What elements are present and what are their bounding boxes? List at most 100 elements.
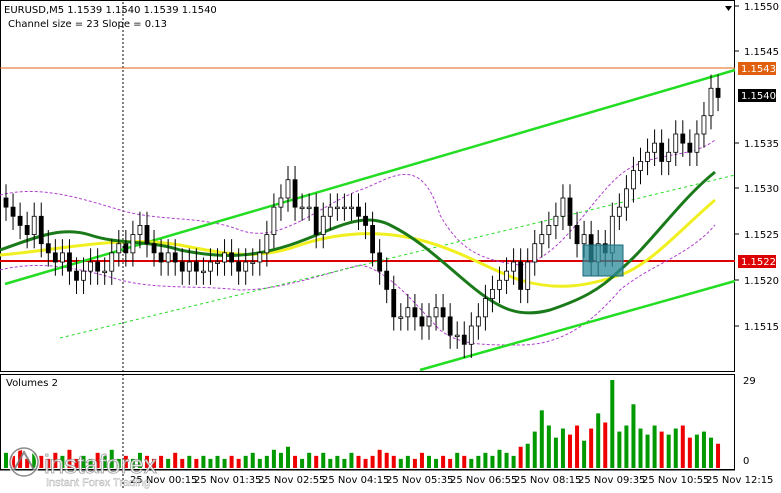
volume-bar bbox=[546, 425, 551, 468]
volume-bar bbox=[434, 458, 439, 468]
candle-body bbox=[31, 215, 37, 235]
volume-bar bbox=[109, 449, 114, 468]
candle-body bbox=[165, 252, 171, 263]
candle-body bbox=[313, 206, 319, 235]
badge-resistance: 1.1543 bbox=[738, 62, 776, 75]
entry-zone-box[interactable] bbox=[582, 244, 624, 277]
volume-scale-bottom: 0 bbox=[743, 456, 749, 467]
candle-body bbox=[264, 234, 270, 254]
candle-body bbox=[45, 243, 51, 254]
price-label: 1.1525 bbox=[744, 230, 779, 241]
candle-body bbox=[215, 261, 220, 264]
candle-body bbox=[3, 197, 9, 208]
candle-body bbox=[419, 316, 425, 327]
candle-body bbox=[567, 197, 573, 226]
candle-body bbox=[370, 225, 376, 254]
volume-bar bbox=[504, 452, 509, 468]
volume-bar bbox=[575, 425, 580, 468]
volume-bar bbox=[617, 431, 622, 468]
candle-body bbox=[334, 206, 340, 210]
candle-body bbox=[102, 270, 108, 274]
volume-bar bbox=[159, 455, 164, 468]
candle-body bbox=[356, 206, 361, 217]
candle-body bbox=[461, 334, 467, 345]
volume-bar bbox=[603, 422, 608, 468]
volume-bar bbox=[398, 458, 403, 468]
volume-bar bbox=[102, 455, 107, 468]
candle-body bbox=[229, 252, 235, 263]
volume-bar bbox=[377, 449, 382, 468]
candle-body bbox=[10, 206, 16, 217]
volume-bar bbox=[673, 428, 678, 468]
volume-bar bbox=[596, 413, 601, 468]
price-label: 1.1530 bbox=[744, 184, 779, 195]
candle-body bbox=[539, 234, 545, 245]
candle-body bbox=[659, 142, 665, 162]
price-label: 1.1520 bbox=[744, 276, 779, 287]
svg-text:1.1540: 1.1540 bbox=[741, 91, 776, 102]
candle-body bbox=[327, 206, 333, 217]
channel-middle-line bbox=[59, 174, 736, 339]
badge-current-price: 1.1540 bbox=[738, 89, 776, 102]
upper-envelope bbox=[0, 139, 716, 266]
volume-bar bbox=[363, 458, 368, 468]
channel-lower-line[interactable] bbox=[419, 279, 736, 372]
watermark-tagline: Instant Forex Trading bbox=[46, 477, 150, 489]
candle-body bbox=[200, 270, 206, 274]
volume-bar bbox=[391, 455, 396, 468]
volume-bar bbox=[349, 452, 354, 468]
volume-bar bbox=[74, 458, 79, 468]
volume-bar bbox=[666, 434, 671, 468]
time-label: 25 Nov 08:15 bbox=[514, 475, 581, 486]
volume-bar bbox=[539, 410, 544, 468]
time-label: 25 Nov 00:15 bbox=[130, 475, 197, 486]
candle-body bbox=[74, 270, 79, 281]
dropdown-arrow-icon[interactable] bbox=[725, 6, 732, 11]
time-label: 25 Nov 02:55 bbox=[258, 475, 325, 486]
candle-body bbox=[363, 215, 368, 226]
candle-body bbox=[320, 215, 326, 235]
candle-body bbox=[88, 261, 93, 272]
volume-bar bbox=[525, 443, 530, 468]
candle-body bbox=[553, 215, 559, 226]
price-label: 1.1515 bbox=[744, 322, 779, 333]
volume-bar bbox=[4, 452, 8, 468]
volume-bar bbox=[384, 452, 389, 468]
candle-body bbox=[250, 261, 256, 264]
candle-body bbox=[560, 197, 566, 217]
volume-bar bbox=[335, 455, 340, 468]
candle-body bbox=[208, 261, 213, 272]
instaforex-logo: instaforex Instant Forex Trading bbox=[8, 446, 157, 489]
time-label: 25 Nov 09:35 bbox=[578, 475, 645, 486]
volume-bar bbox=[194, 458, 199, 468]
volume-bar bbox=[568, 434, 572, 468]
candle-body bbox=[631, 170, 636, 190]
candle-body bbox=[454, 334, 460, 338]
candle-body bbox=[490, 289, 495, 299]
candle-body bbox=[67, 252, 72, 272]
price-axis: 1.1550 1.1545 1.1535 1.1530 1.1525 1.152… bbox=[735, 2, 779, 333]
svg-text:1.1522: 1.1522 bbox=[741, 257, 776, 268]
volume-bar bbox=[137, 452, 142, 468]
candle-body bbox=[271, 206, 277, 235]
volume-bar bbox=[412, 458, 417, 468]
volume-bar bbox=[356, 455, 361, 468]
volume-bar bbox=[589, 428, 594, 468]
volume-bar bbox=[25, 458, 30, 468]
volume-bar bbox=[553, 437, 558, 468]
candle-body bbox=[645, 151, 650, 162]
time-label: 25 Nov 10:55 bbox=[642, 475, 709, 486]
volume-bar bbox=[419, 452, 424, 468]
candle-body bbox=[680, 133, 686, 144]
candle-body bbox=[581, 234, 587, 245]
volume-bar bbox=[187, 455, 192, 468]
volume-bar bbox=[462, 455, 467, 468]
volume-bar bbox=[264, 455, 269, 468]
time-label: 25 Nov 06:55 bbox=[450, 475, 517, 486]
candle-body bbox=[186, 261, 192, 272]
volume-bar bbox=[152, 458, 157, 468]
candle-body bbox=[158, 252, 164, 263]
volume-bar bbox=[370, 455, 375, 468]
